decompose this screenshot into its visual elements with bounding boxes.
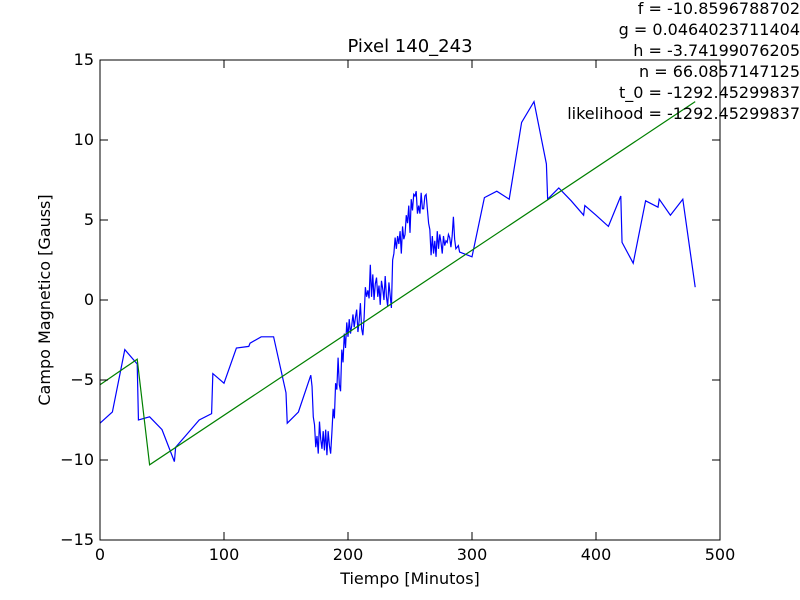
y-tick-label: 0 [84, 290, 94, 309]
y-tick-label: −10 [60, 450, 94, 469]
axis-ticks: 0 100 200 300 400 500 −15 −10 −5 0 5 10 15 [60, 50, 735, 564]
y-tick-label: 15 [74, 50, 94, 69]
x-tick-label: 0 [95, 545, 105, 564]
y-axis-label: Campo Magnetico [Gauss] [35, 194, 54, 405]
series-lines [99, 99, 696, 466]
y-tick-label: 10 [74, 130, 94, 149]
annotation-likelihood: likelihood = -1292.45299837 [567, 104, 800, 123]
annotation-n: n = 66.0857147125 [639, 62, 800, 81]
fit-parameters: f = -10.8596788702 g = 0.0464023711404 h… [567, 0, 800, 123]
x-axis-label: Tiempo [Minutos] [339, 569, 480, 588]
annotation-h: h = -3.74199076205 [633, 41, 800, 60]
annotation-g: g = 0.0464023711404 [619, 20, 800, 39]
series-line-0 [99, 99, 696, 462]
x-tick-label: 100 [209, 545, 240, 564]
x-tick-label: 300 [457, 545, 488, 564]
x-tick-label: 500 [705, 545, 736, 564]
y-tick-label: 5 [84, 210, 94, 229]
annotation-t0: t_0 = -1292.45299837 [619, 83, 800, 103]
annotation-f: f = -10.8596788702 [638, 0, 800, 18]
x-tick-label: 400 [581, 545, 612, 564]
y-tick-label: −5 [70, 370, 94, 389]
x-tick-label: 200 [333, 545, 364, 564]
chart-title: Pixel 140_243 [347, 36, 472, 57]
series-line-1 [99, 101, 696, 466]
y-tick-label: −15 [60, 530, 94, 549]
